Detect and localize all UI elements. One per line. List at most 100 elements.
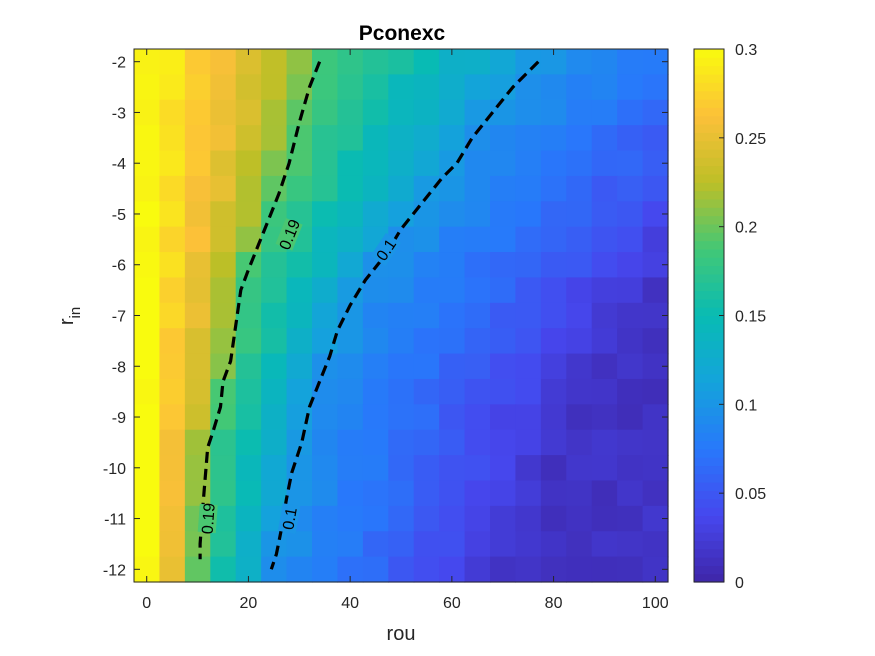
- heatmap-cell: [439, 302, 466, 329]
- heatmap-cell: [464, 201, 491, 228]
- colorbar-tick-label: 0.05: [735, 486, 766, 503]
- heatmap-cell: [388, 353, 415, 380]
- heatmap-cell: [490, 125, 517, 152]
- heatmap-cell: [439, 404, 466, 431]
- heatmap-cell: [337, 328, 364, 355]
- contour-line-0.1: [269, 60, 540, 570]
- colorbar-band: [694, 223, 724, 233]
- colorbar-band: [694, 340, 724, 350]
- colorbar-band: [694, 407, 724, 417]
- heatmap-cell: [362, 99, 389, 126]
- colorbar-band: [694, 457, 724, 467]
- heatmap-cell: [591, 150, 618, 177]
- heatmap-cell: [261, 99, 288, 126]
- heatmap-cell: [210, 277, 237, 304]
- heatmap-cell: [413, 99, 440, 126]
- heatmap-cell: [642, 429, 669, 456]
- heatmap-cell: [490, 175, 517, 202]
- heatmap-cell: [362, 455, 389, 482]
- heatmap-cell: [464, 74, 491, 101]
- colorbar-tick-label: 0.15: [735, 309, 766, 326]
- heatmap-cell: [566, 378, 593, 405]
- colorbar-band: [694, 290, 724, 300]
- heatmap-cell: [286, 175, 313, 202]
- heatmap-cell: [642, 175, 669, 202]
- heatmap-cell: [388, 201, 415, 228]
- heatmap-cell: [642, 125, 669, 152]
- colorbar-tick-label: 0.3: [735, 42, 757, 59]
- heatmap-cell: [235, 74, 262, 101]
- heatmap-cell: [515, 556, 542, 583]
- heatmap-cell: [617, 277, 644, 304]
- heatmap-cell: [566, 277, 593, 304]
- heatmap-cell: [235, 252, 262, 279]
- colorbar-band: [694, 165, 724, 175]
- heatmap-cell: [464, 252, 491, 279]
- heatmap-cell: [159, 429, 186, 456]
- heatmap-cell: [184, 150, 211, 177]
- y-tick-label: -3: [112, 105, 126, 122]
- heatmap-cell: [642, 277, 669, 304]
- y-axis-label: rin: [56, 307, 84, 325]
- heatmap-cell: [261, 302, 288, 329]
- heatmap-cell: [515, 531, 542, 558]
- heatmap-cell: [617, 150, 644, 177]
- heatmap-cell: [159, 556, 186, 583]
- heatmap-cell: [439, 429, 466, 456]
- heatmap-cell: [210, 150, 237, 177]
- heatmap-cell: [159, 150, 186, 177]
- heatmap-cell: [413, 429, 440, 456]
- heatmap-cell: [566, 125, 593, 152]
- heatmap-cell: [566, 99, 593, 126]
- heatmap-cell: [159, 328, 186, 355]
- heatmap-cell: [362, 201, 389, 228]
- heatmap-cell: [413, 125, 440, 152]
- heatmap-cell: [591, 277, 618, 304]
- colorbar-band: [694, 240, 724, 250]
- colorbar-band: [694, 515, 724, 525]
- heatmap-cell: [413, 150, 440, 177]
- contour-label: 0.19: [200, 502, 219, 534]
- contour-line-0.19: [198, 61, 322, 560]
- heatmap-cell: [617, 201, 644, 228]
- heatmap-cell: [490, 531, 517, 558]
- colorbar-band: [694, 123, 724, 133]
- heatmap-cell: [184, 302, 211, 329]
- heatmap-cell: [312, 201, 339, 228]
- heatmap-cell: [566, 49, 593, 75]
- heatmap-cell: [490, 480, 517, 507]
- heatmap-cell: [591, 99, 618, 126]
- heatmap-cell: [388, 99, 415, 126]
- heatmap-cell: [464, 378, 491, 405]
- heatmap-cell: [464, 226, 491, 253]
- heatmap-cell: [642, 480, 669, 507]
- heatmap-cell: [134, 531, 161, 558]
- heatmap-cell: [617, 378, 644, 405]
- heatmap-cell: [235, 353, 262, 380]
- heatmap-cell: [286, 378, 313, 405]
- colorbar-band: [694, 548, 724, 558]
- heatmap-cell: [261, 455, 288, 482]
- heatmap-cell: [490, 556, 517, 583]
- heatmap-cell: [566, 353, 593, 380]
- colorbar-band: [694, 190, 724, 200]
- colorbar-band: [694, 332, 724, 342]
- heatmap-cell: [540, 74, 567, 101]
- heatmap-cell: [312, 252, 339, 279]
- heatmap-cell: [591, 125, 618, 152]
- colorbar-band: [694, 198, 724, 208]
- heatmap-cell: [312, 277, 339, 304]
- heatmap-cell: [312, 505, 339, 532]
- heatmap-cell: [261, 74, 288, 101]
- x-axis-label: rou: [387, 623, 416, 645]
- heatmap-cell: [184, 404, 211, 431]
- heatmap-cell: [312, 99, 339, 126]
- heatmap-cell: [515, 175, 542, 202]
- colorbar-band: [694, 157, 724, 167]
- heatmap-cell: [159, 378, 186, 405]
- heatmap-cell: [235, 404, 262, 431]
- heatmap-cell: [540, 252, 567, 279]
- heatmap-cell: [337, 531, 364, 558]
- heatmap-cell: [591, 353, 618, 380]
- heatmap-cell: [515, 429, 542, 456]
